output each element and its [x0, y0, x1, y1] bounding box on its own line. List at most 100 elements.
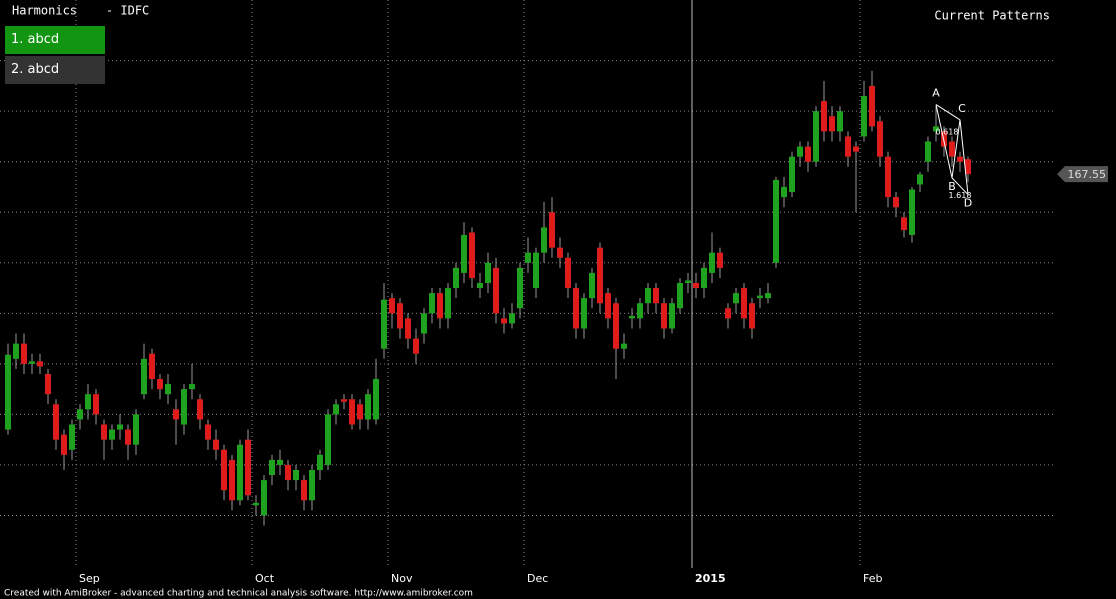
chart-subtitle: Current Patterns — [934, 9, 1050, 23]
candle-body — [149, 353, 155, 380]
candle-body — [85, 394, 91, 410]
candle-body — [189, 384, 195, 390]
pattern-point-label: A — [932, 87, 940, 100]
candle-body — [109, 429, 115, 440]
pattern-leg — [935, 104, 953, 178]
candle-body — [493, 267, 499, 314]
candle-body — [181, 389, 187, 425]
candle-body — [461, 234, 467, 273]
chart-title: Harmonics - IDFC — [12, 4, 149, 18]
pattern-ratio-line — [935, 104, 961, 121]
candle-body — [589, 272, 595, 299]
candle-body — [413, 338, 419, 354]
candle-body — [805, 146, 811, 162]
candle-body — [821, 101, 827, 132]
candle-body — [581, 298, 587, 329]
pattern-leg — [951, 119, 961, 178]
candle-body — [621, 343, 627, 349]
candle-body — [605, 293, 611, 319]
candle-body — [445, 288, 451, 319]
candle-body — [245, 439, 251, 496]
candle-body — [269, 459, 275, 476]
candle-body — [845, 136, 851, 157]
candle-body — [549, 212, 555, 248]
candle-body — [901, 217, 907, 230]
candle-body — [677, 283, 683, 309]
candle-body — [565, 257, 571, 289]
candle-body — [813, 111, 819, 162]
candle-body — [61, 434, 67, 455]
candle-body — [557, 247, 563, 258]
pattern-point-label: D — [964, 197, 972, 210]
candle-body — [389, 298, 395, 314]
candle-body — [509, 313, 515, 324]
candle-body — [309, 469, 315, 501]
candle-body — [453, 267, 459, 289]
candle-body — [437, 293, 443, 319]
candle-body — [277, 459, 283, 465]
candle-body — [285, 464, 291, 481]
candle-body — [797, 146, 803, 157]
candle-body — [533, 252, 539, 289]
candle-body — [501, 318, 507, 324]
candle-body — [829, 116, 835, 132]
candle-body — [301, 480, 307, 501]
candle-body — [573, 288, 579, 329]
candle-body — [421, 313, 427, 334]
candle-body — [525, 252, 531, 263]
candle-body — [37, 361, 43, 367]
x-tick-label: Nov — [391, 572, 413, 585]
candle-body — [893, 197, 899, 208]
candle-body — [781, 186, 787, 198]
candle-body — [517, 267, 523, 309]
candle-body — [597, 247, 603, 304]
candle-body — [669, 303, 675, 329]
candle-body — [477, 283, 483, 289]
candle-body — [629, 315, 635, 319]
candle-body — [29, 361, 35, 364]
last-price-tag — [1057, 166, 1108, 183]
candle-body — [365, 394, 371, 420]
candle-body — [397, 303, 403, 329]
candle-body — [749, 303, 755, 329]
candle-body — [613, 303, 619, 349]
candle-body — [293, 469, 299, 481]
candle-body — [757, 295, 763, 299]
candle-body — [325, 414, 331, 465]
pattern-menu: 1. abcd 2. abcd — [5, 26, 105, 86]
candle-body — [117, 424, 123, 430]
candle-body — [197, 399, 203, 420]
pattern-ratio: 0.618 — [936, 128, 959, 137]
candle-body — [933, 126, 939, 132]
candle-body — [221, 449, 227, 491]
candle-body — [949, 141, 955, 157]
candle-body — [157, 379, 163, 390]
pattern-ratio: 1.618 — [949, 191, 972, 200]
candle-body — [957, 156, 963, 162]
candle-body — [917, 174, 923, 185]
menu-item[interactable]: 1. abcd — [5, 26, 105, 54]
pattern-point-label: B — [948, 180, 956, 193]
pattern-point-label: C — [958, 102, 966, 115]
candle-body — [861, 96, 867, 137]
candle-body — [773, 179, 779, 263]
pattern-ratio-line — [951, 177, 969, 195]
candle-body — [765, 293, 771, 299]
candle-body — [653, 288, 659, 304]
candle-body — [469, 232, 475, 278]
candle-body — [869, 85, 875, 127]
x-tick-label: Dec — [527, 572, 548, 585]
candle-body — [733, 293, 739, 304]
menu-item[interactable]: 2. abcd — [5, 56, 105, 84]
candle-body — [693, 283, 699, 289]
candle-body — [541, 227, 547, 253]
candle-body — [637, 303, 643, 319]
x-tick-label: 2015 — [695, 572, 726, 585]
candle-body — [837, 111, 843, 132]
grid — [0, 0, 1055, 568]
candle-body — [77, 409, 83, 420]
candle-body — [645, 288, 651, 304]
candle-body — [853, 146, 859, 152]
